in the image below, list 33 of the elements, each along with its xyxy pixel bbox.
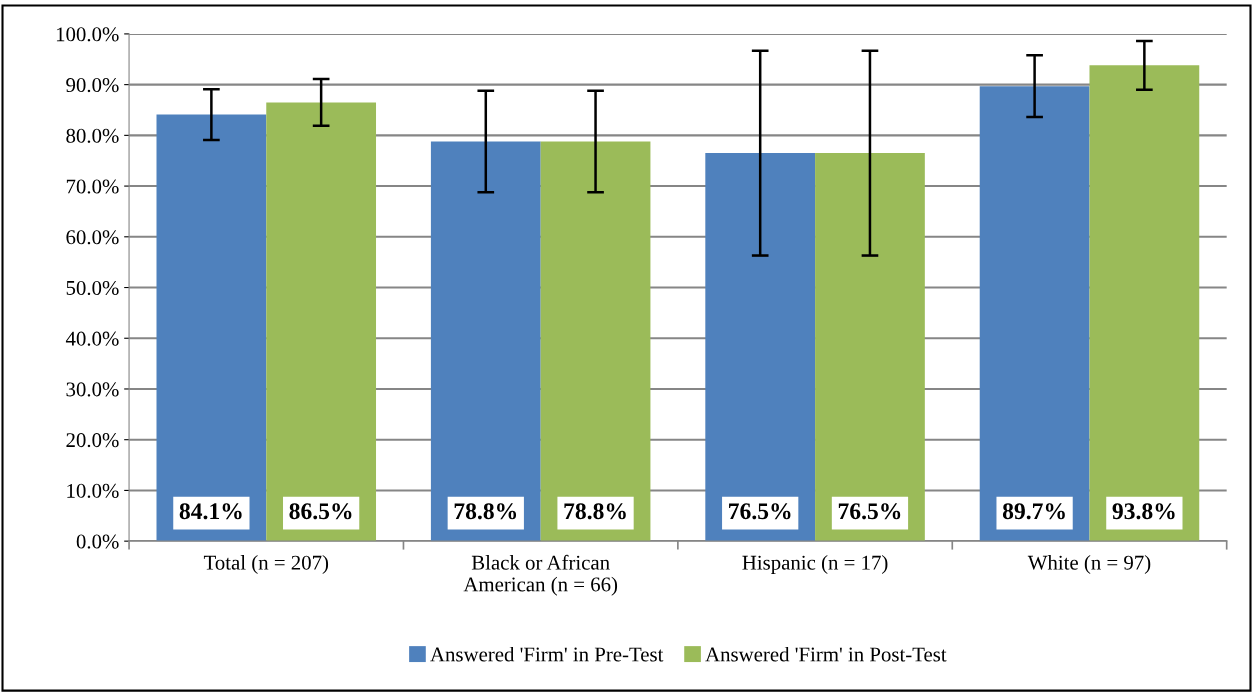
y-tick-label: 70.0% xyxy=(66,179,119,194)
y-tick-label: 30.0% xyxy=(66,382,119,397)
bar xyxy=(979,86,1090,542)
y-tick-label: 0.0% xyxy=(76,534,119,549)
y-tick-label: 60.0% xyxy=(66,230,119,245)
data-label: 78.8% xyxy=(564,503,626,520)
bar xyxy=(705,153,816,542)
y-tick-label: 50.0% xyxy=(66,280,119,296)
y-tick-label: 100.0% xyxy=(56,27,119,42)
y-tick-label: 40.0% xyxy=(65,331,119,346)
x-tick-label: Black or African American (n = 66) xyxy=(463,554,618,596)
legend-label: Answered 'Firm' in Post-Test xyxy=(705,646,947,662)
bar xyxy=(156,114,267,542)
y-tick-label: 20.0% xyxy=(66,433,119,448)
x-tick-label: Total (n = 207) xyxy=(203,555,329,574)
bar xyxy=(815,153,925,542)
y-tick-label: 90.0% xyxy=(66,78,119,93)
y-tick-label: 80.0% xyxy=(66,128,119,143)
bar xyxy=(266,102,377,542)
data-label: 76.5% xyxy=(838,503,901,520)
data-label: 78.8% xyxy=(454,503,517,520)
x-tick-label: White (n = 97) xyxy=(1027,555,1151,574)
data-label: 84.1% xyxy=(179,503,242,520)
data-label: 86.5% xyxy=(289,503,352,520)
legend-label: Answered 'Firm' in Pre-Test xyxy=(430,646,664,662)
bar xyxy=(430,141,541,542)
y-tick-label: 10.0% xyxy=(67,483,119,498)
data-label: 89.7% xyxy=(1002,503,1065,520)
bar xyxy=(540,141,651,542)
data-label: 76.5% xyxy=(729,503,791,520)
x-tick-label: Hispanic (n = 17) xyxy=(742,555,888,574)
bar xyxy=(1089,65,1200,542)
data-label: 93.8% xyxy=(1112,503,1175,520)
